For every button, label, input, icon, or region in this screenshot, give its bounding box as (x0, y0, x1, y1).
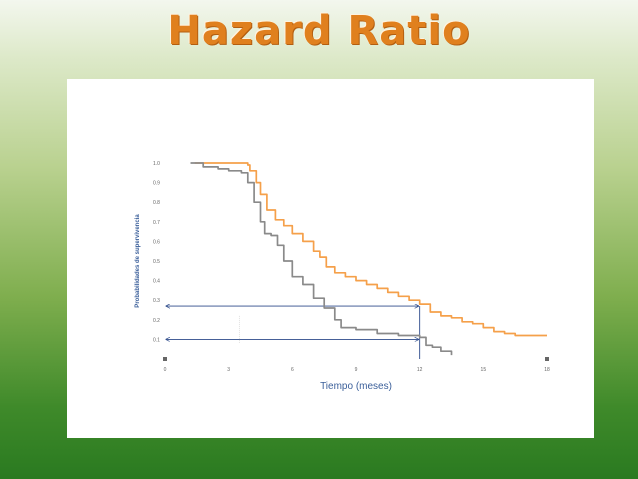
y-tick-label: 0.4 (153, 279, 160, 285)
x-tick-label: 3 (227, 367, 230, 373)
y-tick-label: 0.7 (153, 220, 160, 226)
x-axis-start-marker (163, 357, 167, 361)
y-tick-label: 0.5 (153, 259, 160, 265)
y-tick-label: 0.9 (153, 181, 160, 187)
y-tick-label: 1.0 (153, 161, 160, 167)
x-tick-label: 12 (417, 367, 423, 373)
x-axis-title: Tiempo (meses) (320, 381, 392, 392)
slide-title: Hazard Ratio (167, 8, 471, 54)
survival-curve (190, 162, 453, 356)
x-tick-label: 9 (355, 367, 358, 373)
y-axis-title: Probabilidades de supervivencia (135, 214, 141, 308)
x-tick-label: 6 (291, 367, 294, 373)
x-axis-end-marker (545, 357, 549, 361)
axes: 0.1 0.2 0.3 0.4 0.5 0.6 0.7 0.8 0.9 1.0 0 3 6 9 12 15 18 (153, 161, 550, 373)
survival-chart: 0.1 0.2 0.3 0.4 0.5 0.6 0.7 0.8 0.9 1.0 0 3 6 9 12 15 18… (135, 161, 550, 392)
y-tick-label: 0.1 (153, 337, 160, 343)
x-tick-label: 0 (164, 367, 167, 373)
series-layer (190, 162, 547, 356)
survival-curve (194, 162, 547, 337)
y-tick-label: 0.6 (153, 239, 160, 245)
y-tick-label: 0.8 (153, 200, 160, 206)
labels: Tiempo (meses) Probabilidades de supervi… (135, 214, 392, 392)
x-tick-label: 15 (481, 367, 487, 373)
y-tick-label: 0.2 (153, 318, 160, 324)
y-tick-label: 0.3 (153, 298, 160, 304)
chart-panel: 0.1 0.2 0.3 0.4 0.5 0.6 0.7 0.8 0.9 1.0 0 3 6 9 12 15 18… (67, 79, 594, 438)
x-tick-label: 18 (544, 367, 550, 373)
reference-lines (166, 306, 421, 359)
